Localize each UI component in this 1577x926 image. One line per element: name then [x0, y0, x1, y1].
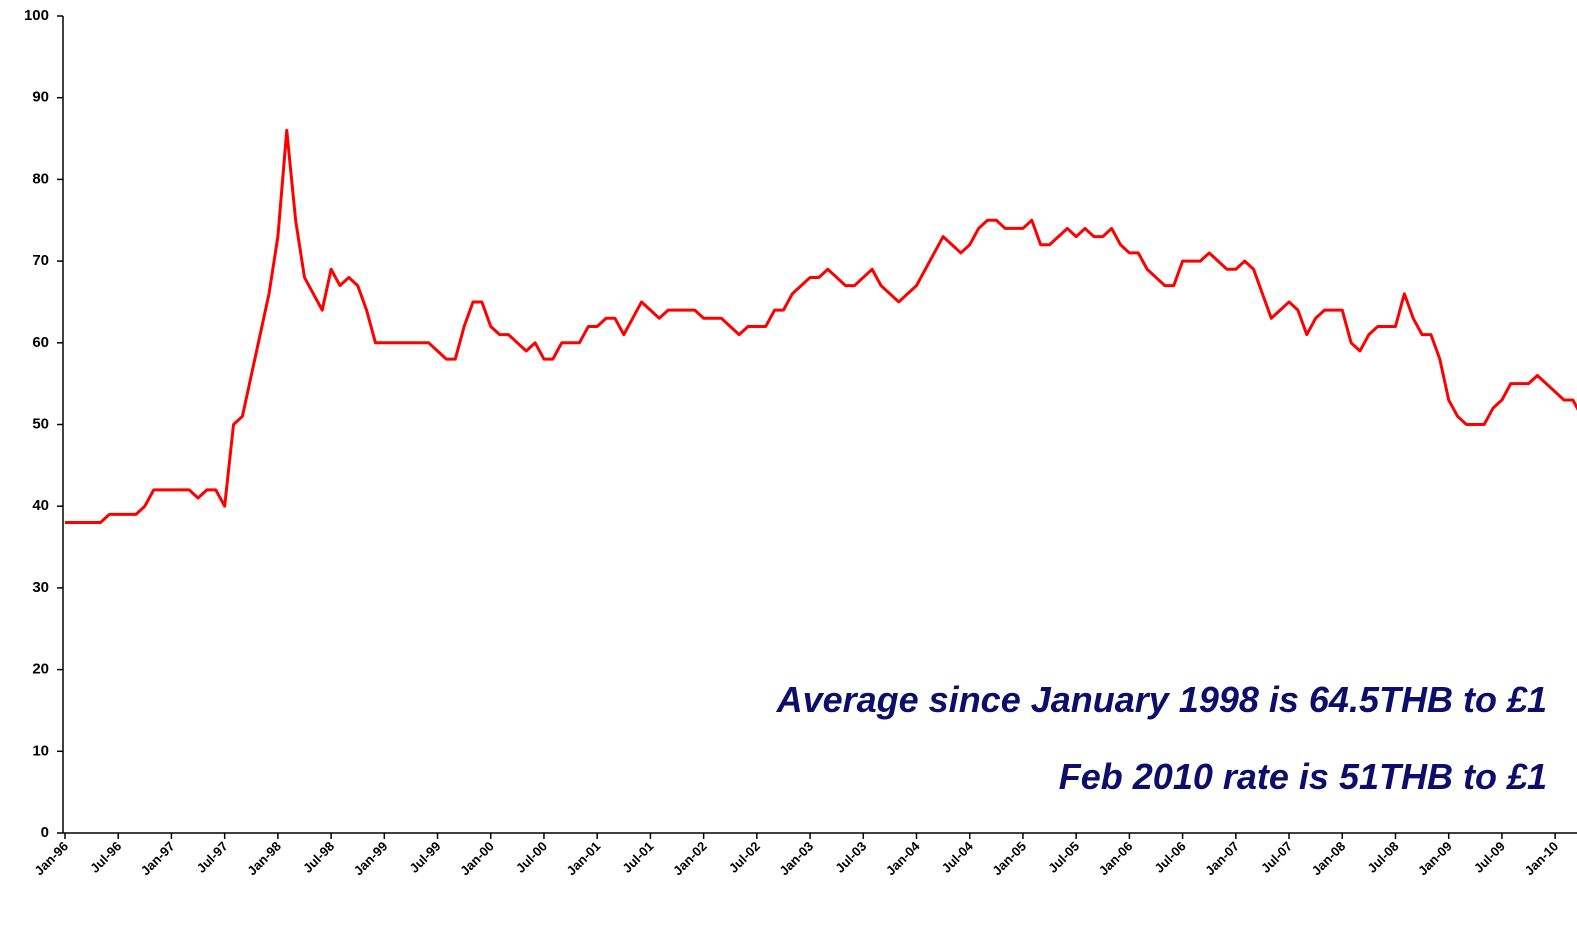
x-tick-label: Jan-00 [457, 839, 497, 879]
y-tick-label: 70 [32, 252, 49, 269]
y-tick-label: 30 [32, 579, 49, 596]
y-tick-label: 0 [41, 824, 49, 841]
x-tick-label: Jul-00 [513, 839, 550, 876]
x-tick-label: Jul-04 [939, 838, 977, 876]
x-tick-label: Jul-98 [300, 839, 337, 876]
x-tick-label: Jul-06 [1152, 839, 1189, 876]
x-tick-label: Jan-03 [776, 839, 816, 879]
y-tick-label: 40 [32, 497, 49, 514]
x-tick-label: Jan-04 [883, 838, 923, 878]
x-tick-label: Jan-05 [989, 839, 1029, 879]
x-tick-label: Jan-10 [1522, 839, 1562, 879]
x-tick-label: Jan-08 [1309, 839, 1349, 879]
x-tick-label: Jul-02 [726, 839, 763, 876]
x-tick-label: Jan-97 [138, 839, 178, 879]
x-tick-label: Jan-01 [564, 839, 604, 879]
y-tick-label: 10 [32, 742, 49, 759]
x-tick-label: Jan-99 [351, 839, 391, 879]
x-tick-label: Jul-08 [1364, 839, 1401, 876]
line-series [65, 128, 1577, 525]
x-tick-label: Jul-09 [1471, 839, 1508, 876]
x-tick-label: Jul-07 [1258, 839, 1295, 876]
x-tick-label: Jul-97 [194, 839, 231, 876]
x-tick-label: Jan-02 [670, 839, 710, 879]
y-tick-label: 20 [32, 661, 49, 678]
y-tick-label: 90 [32, 89, 49, 106]
x-tick-label: Jul-96 [87, 839, 124, 876]
annotation: Average since January 1998 is 64.5THB to… [776, 679, 1547, 720]
x-tick-label: Jan-06 [1096, 839, 1136, 879]
y-tick-label: 50 [32, 415, 49, 432]
annotation: Feb 2010 rate is 51THB to £1 [1059, 756, 1547, 797]
x-tick-label: Jan-96 [31, 839, 71, 879]
x-tick-label: Jan-07 [1202, 839, 1242, 879]
x-tick-label: Jul-03 [832, 839, 869, 876]
y-tick-label: 100 [24, 7, 49, 24]
x-tick-label: Jul-99 [406, 839, 443, 876]
x-tick-label: Jul-05 [1045, 839, 1082, 876]
x-tick-label: Jan-98 [244, 839, 284, 879]
y-tick-label: 80 [32, 170, 49, 187]
x-tick-label: Jul-01 [619, 839, 656, 876]
x-tick-label: Jan-09 [1415, 839, 1455, 879]
y-tick-label: 60 [32, 334, 49, 351]
